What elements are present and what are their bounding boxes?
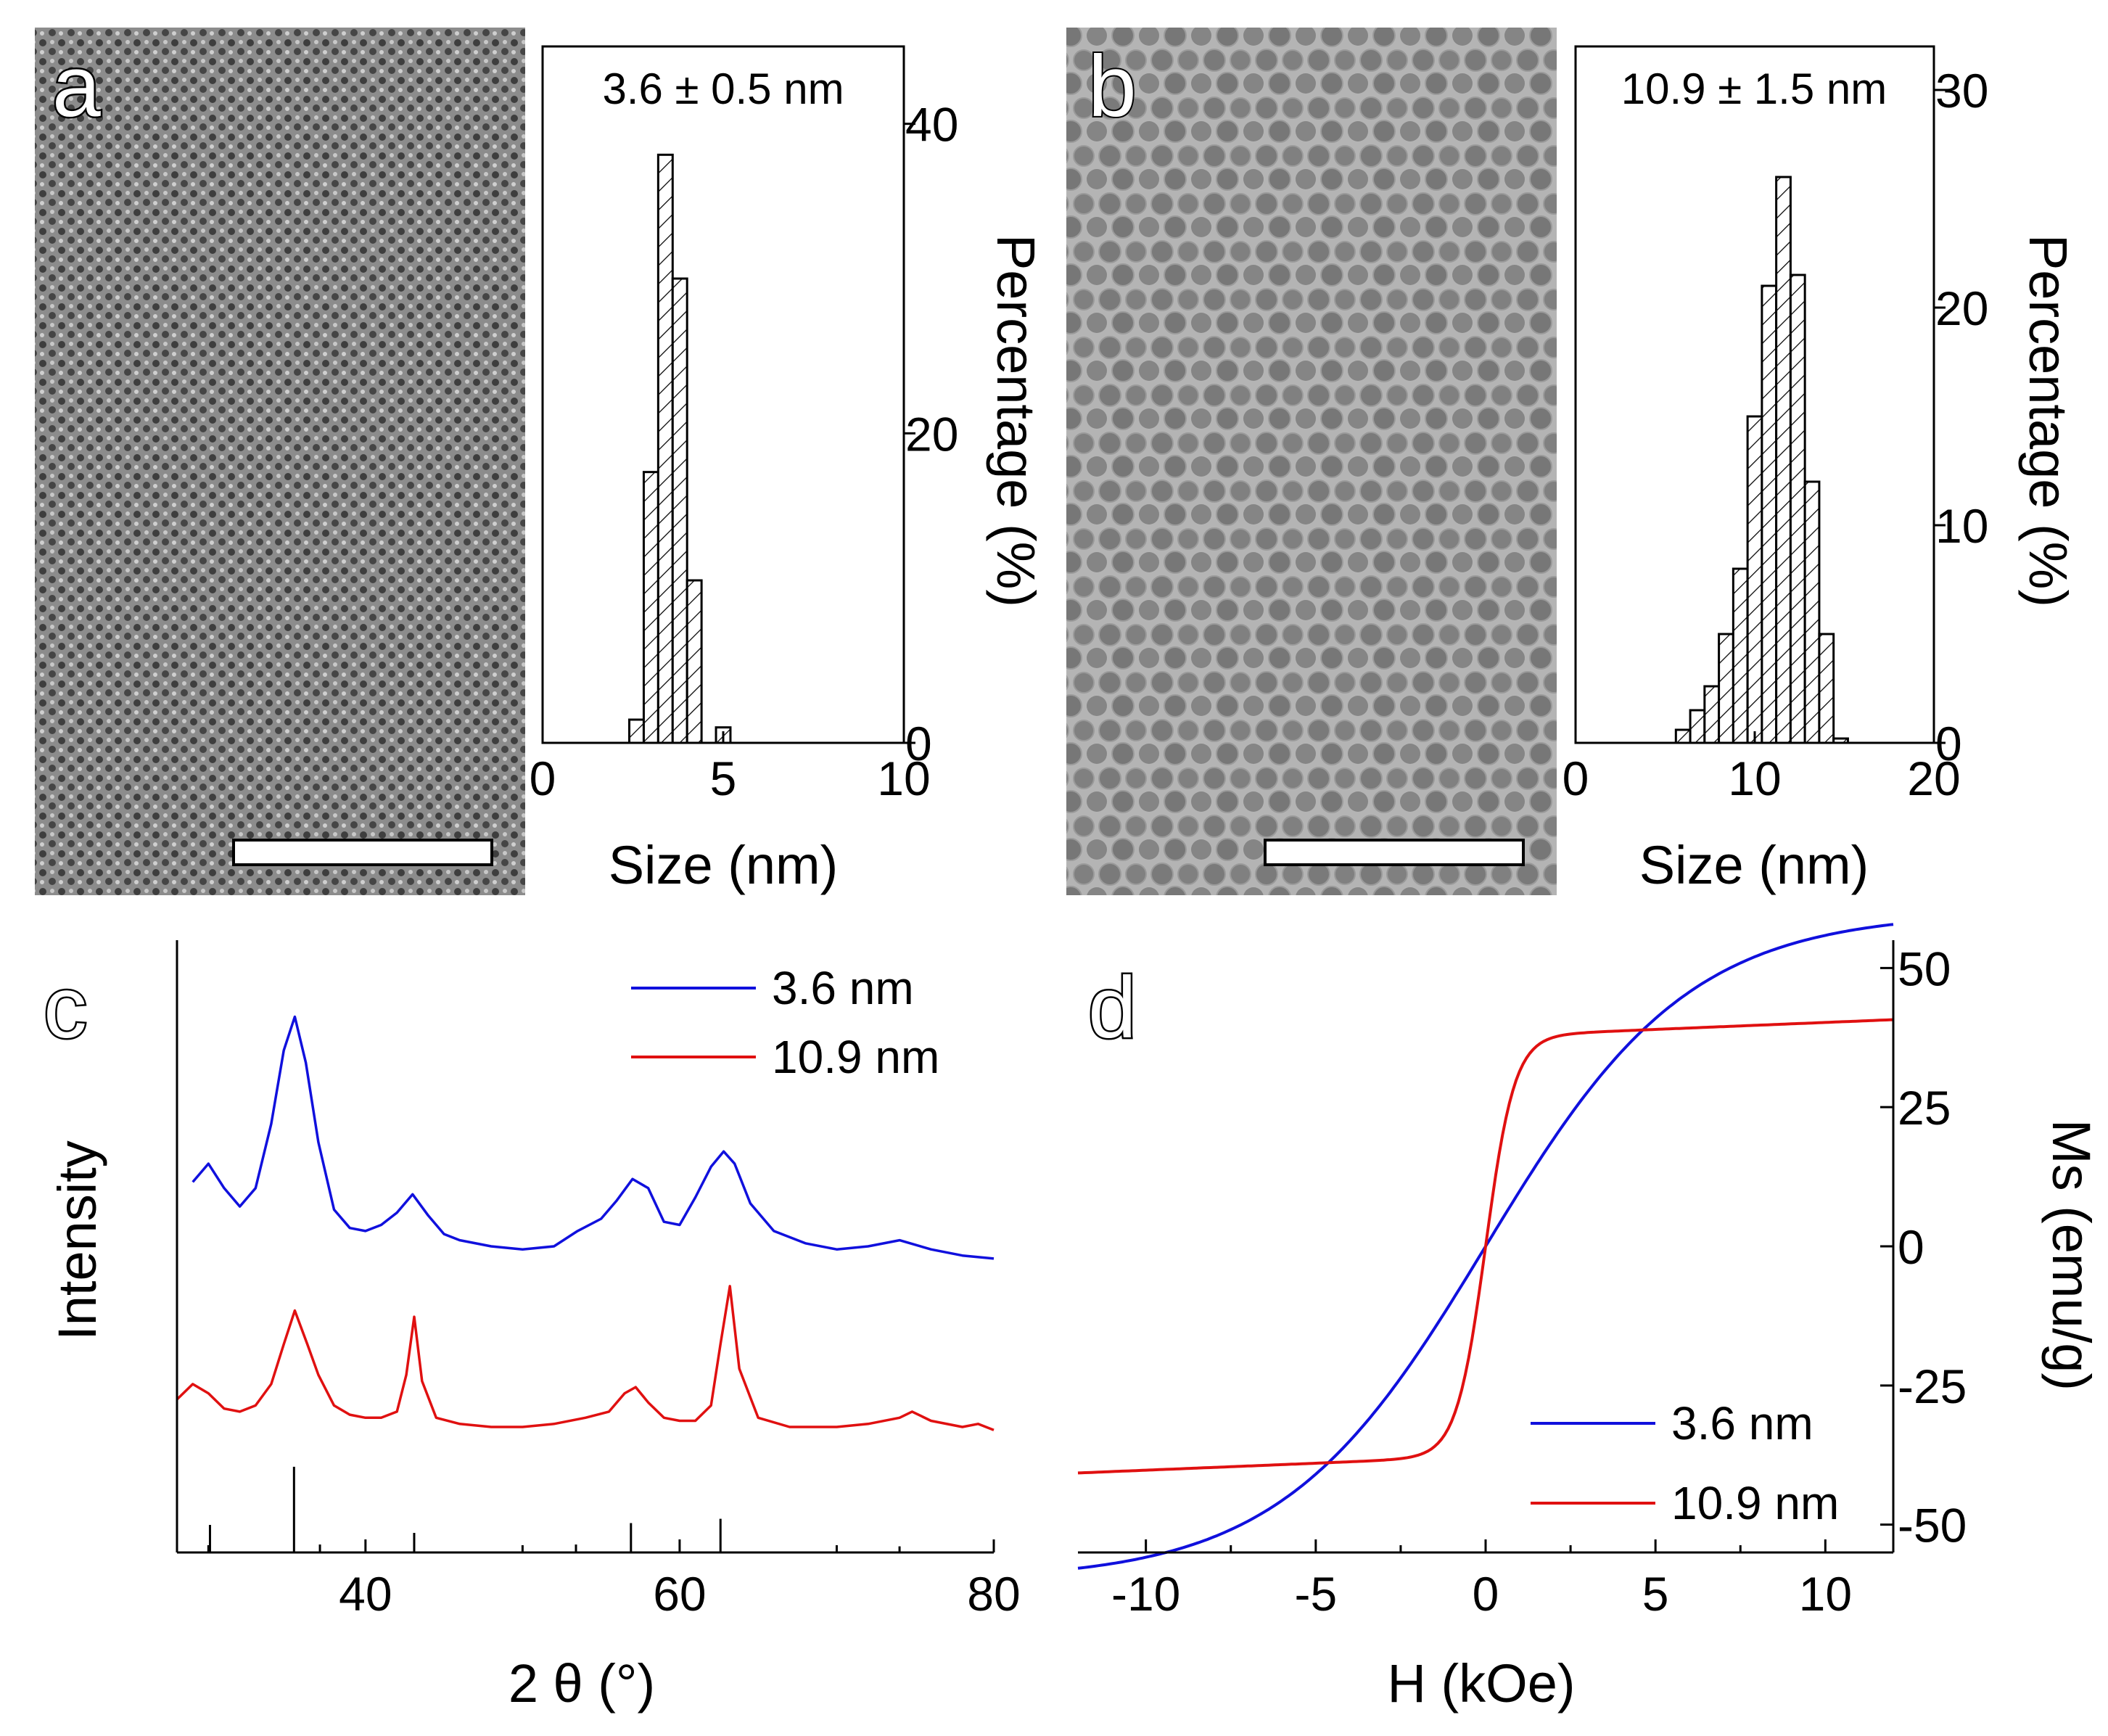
tem-image-a	[35, 28, 525, 895]
plot-frame-c: 40 60 80	[176, 940, 1021, 1621]
xlabel-c: 2 θ (°)	[509, 1653, 655, 1714]
hist-bar-b	[1718, 633, 1734, 744]
xlabel-b: Size (nm)	[1639, 835, 1869, 895]
scale-bar-b	[1264, 839, 1525, 866]
annotation-a: 3.6 ± 0.5 nm	[602, 65, 844, 113]
y-tick-label-b: 10	[1935, 499, 1988, 553]
series-lines-c	[176, 1015, 995, 1431]
panel-c: 40 60 80 c 2 θ (°) Intensity 3.6 nm 10.9 nm	[42, 940, 1021, 1714]
plot-border-a	[541, 45, 905, 744]
hist-bar-b	[1689, 709, 1706, 744]
y-tick-label-b: 30	[1935, 64, 1988, 118]
y-tick-label-d: -25	[1898, 1359, 1967, 1413]
x-tick-label-d: -10	[1111, 1567, 1180, 1621]
y-tick-label-a: 0	[905, 717, 932, 770]
tem-image-b	[1066, 28, 1557, 895]
legend-c: 3.6 nm 10.9 nm	[631, 962, 939, 1083]
series-lines-d	[1077, 923, 1894, 1570]
hist-bar-a	[685, 579, 703, 744]
panel-label-a: a	[52, 38, 101, 135]
panel-label-d: d	[1088, 959, 1137, 1056]
x-tick-label-b: 10	[1728, 752, 1781, 805]
y-tick-label-d: 25	[1898, 1081, 1951, 1135]
x-tick-label-d: 10	[1799, 1567, 1852, 1621]
x-tick-label-d: 0	[1473, 1567, 1499, 1621]
ylabel-d: Ms (emu/g)	[2041, 1119, 2101, 1391]
hist-bar-b	[1789, 273, 1806, 744]
x-tick-label-b: 0	[1563, 752, 1589, 805]
series-line-c-0	[192, 1015, 995, 1260]
legend-label-d-0: 3.6 nm	[1671, 1397, 1813, 1449]
ylabel-a: Percentage (%)	[986, 234, 1046, 607]
y-tick-label-d: -50	[1898, 1499, 1967, 1552]
x-tick-label-c: 40	[339, 1567, 392, 1621]
y-tick-label-d: 0	[1898, 1220, 1924, 1274]
x-tick-label-a: 5	[710, 752, 737, 805]
y-tick-label-b: 0	[1935, 717, 1962, 770]
x-tick-label-a: 10	[877, 752, 930, 805]
hist-bar-b	[1746, 415, 1763, 744]
x-tick-label-d: 5	[1642, 1567, 1669, 1621]
hist-bar-b	[1703, 685, 1721, 744]
series-line-d-1	[1077, 1018, 1894, 1475]
x-tick-label-c: 80	[967, 1567, 1020, 1621]
y-tick-label-b: 20	[1935, 281, 1988, 335]
xlabel-d: H (kOe)	[1388, 1653, 1576, 1714]
x-tick-label-c: 60	[653, 1567, 706, 1621]
histogram-b	[1674, 176, 1849, 744]
annotation-b: 10.9 ± 1.5 nm	[1621, 65, 1887, 113]
scale-bar-a	[232, 839, 493, 866]
hist-bar-b	[1775, 176, 1792, 744]
series-line-c-1	[176, 1285, 995, 1431]
panel-label-c: c	[44, 959, 87, 1056]
panel-label-b: b	[1088, 38, 1137, 135]
hist-bar-a	[656, 153, 674, 744]
hist-bar-b	[1803, 480, 1821, 744]
hist-bar-a	[642, 471, 659, 744]
y-tick-label-a: 40	[905, 98, 958, 152]
legend-d: 3.6 nm 10.9 nm	[1531, 1397, 1839, 1529]
hist-bar-b	[1818, 633, 1835, 744]
x-tick-label-d: -5	[1294, 1567, 1337, 1621]
hist-bar-b	[1674, 728, 1692, 744]
ylabel-b: Percentage (%)	[2018, 234, 2078, 607]
reference-lines-c	[208, 1466, 901, 1552]
xlabel-a: Size (nm)	[609, 835, 839, 895]
legend-label-c-1: 10.9 nm	[772, 1031, 939, 1083]
x-tick-label-b: 20	[1907, 752, 1960, 805]
y-tick-label-d: 50	[1898, 942, 1951, 995]
x-tick-label-a: 0	[530, 752, 556, 805]
hist-bar-b	[1732, 567, 1749, 744]
y-tick-label-a: 20	[905, 407, 958, 461]
hist-bar-b	[1761, 284, 1778, 744]
legend-label-c-0: 3.6 nm	[772, 962, 914, 1014]
ylabel-c: Intensity	[47, 1140, 107, 1341]
histogram-a	[628, 153, 732, 744]
legend-label-d-1: 10.9 nm	[1671, 1477, 1839, 1529]
hist-bar-a	[671, 277, 688, 744]
hist-bar-a	[628, 718, 645, 744]
